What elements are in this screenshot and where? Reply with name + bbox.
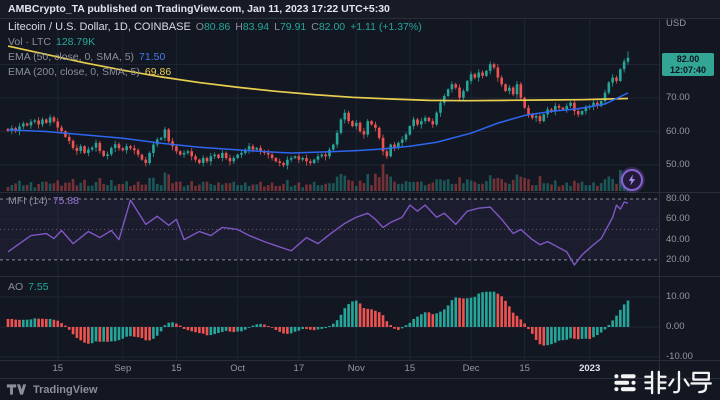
price-tick-label: 0.00: [666, 321, 685, 332]
ohlc-open-key: O: [195, 21, 204, 33]
time-tick-label: 15: [404, 363, 416, 374]
tradingview-logo-icon: [6, 384, 27, 395]
tradingview-brand-label: TradingView: [33, 383, 98, 396]
feixiaohao-logo-icon: [614, 373, 636, 391]
ohlc-low-key: L: [274, 21, 280, 33]
time-tick-label: 15: [52, 363, 64, 374]
feixiaohao-watermark: [613, 370, 714, 395]
time-tick-label: 15: [519, 363, 530, 374]
time-tick-label: 2023: [579, 363, 601, 374]
price-tick-label: 40.00: [666, 233, 690, 245]
change-value: +1.11 (+1.37%): [350, 21, 422, 33]
ohlc-open-value: 80.86: [203, 21, 231, 33]
time-tick-label: Sep: [114, 363, 132, 374]
mfi-label: MFI: [8, 195, 27, 207]
publisher-bar: AMBCrypto_TA published on TradingView.co…: [0, 0, 720, 18]
ema200-value: 69.86: [144, 66, 172, 78]
ohlc-close-value: 82.00: [318, 21, 346, 33]
price-tick-label: 70.00: [666, 92, 690, 103]
time-tick-label: 15: [171, 363, 182, 374]
ema50-label: EMA (50, close, 0, SMA, 5): [8, 51, 135, 63]
last-price: 82.00: [676, 54, 700, 64]
tradingview-brand-link[interactable]: TradingView: [6, 383, 98, 396]
ema50-value: 71.50: [139, 51, 166, 63]
price-tick-label: 60.00: [666, 213, 690, 225]
symbol-legend-row[interactable]: Litecoin / U.S. Dollar, 1D, COINBASE O80.…: [8, 21, 422, 34]
volume-legend-row[interactable]: Vol · LTC 128.79K: [8, 36, 422, 49]
mfi-legend[interactable]: MFI (14) 75.88: [8, 195, 79, 207]
ema50-legend-row[interactable]: EMA (50, close, 0, SMA, 5) 71.50: [8, 51, 422, 64]
price-axis[interactable]: 82.00 12:07:40 USD 70.00 60.00 50.00 80.00 60…: [660, 0, 720, 378]
price-tick-label: 10.00: [666, 291, 690, 302]
time-tick-label: Nov: [347, 363, 365, 374]
ohlc-high-value: 83.94: [242, 21, 270, 33]
price-tick-label: -10.00: [666, 351, 693, 362]
ema200-label: EMA (200, close, 0, SMA, 5): [8, 66, 140, 78]
price-tick-label: 60.00: [666, 125, 690, 137]
footer-bar: TradingView: [0, 370, 720, 400]
time-tick-label: 17: [293, 363, 305, 374]
last-price-badge: 82.00 12:07:40: [662, 53, 714, 76]
price-tick-label: 80.00: [666, 193, 690, 204]
ema200-legend-row[interactable]: EMA (200, close, 0, SMA, 5) 69.86: [8, 66, 422, 79]
price-tick-label: 50.00: [666, 159, 690, 170]
ao-label: AO: [8, 281, 24, 293]
feixiaohao-wordmark: [644, 370, 712, 395]
lightning-icon: [628, 174, 636, 186]
volume-label: Vol · LTC: [8, 36, 51, 48]
time-tick-label: Oct: [230, 363, 245, 374]
ohlc-high-key: H: [235, 21, 243, 33]
flash-badge[interactable]: [621, 169, 643, 191]
time-axis[interactable]: 15 Sep 15 Oct 17 Nov 15 Dec 15 2023: [0, 360, 660, 378]
main-chart-legend: Litecoin / U.S. Dollar, 1D, COINBASE O80.…: [8, 21, 422, 81]
mfi-value: 75.88: [52, 195, 79, 207]
ao-legend[interactable]: AO 7.55: [8, 281, 49, 293]
ao-value: 7.55: [28, 281, 49, 293]
ohlc-low-value: 79.91: [279, 21, 307, 33]
ohlc-close-key: C: [311, 21, 319, 33]
axis-currency-label: USD: [666, 18, 687, 29]
bar-countdown: 12:07:40: [669, 64, 707, 75]
mfi-params: (14): [29, 195, 48, 207]
price-tick-label: 20.00: [666, 253, 690, 265]
volume-value: 128.79K: [55, 36, 96, 48]
symbol-title: Litecoin / U.S. Dollar, 1D, COINBASE: [8, 21, 191, 33]
time-tick-label: Dec: [462, 363, 480, 374]
publisher-text: AMBCrypto_TA published on TradingView.co…: [8, 3, 390, 15]
